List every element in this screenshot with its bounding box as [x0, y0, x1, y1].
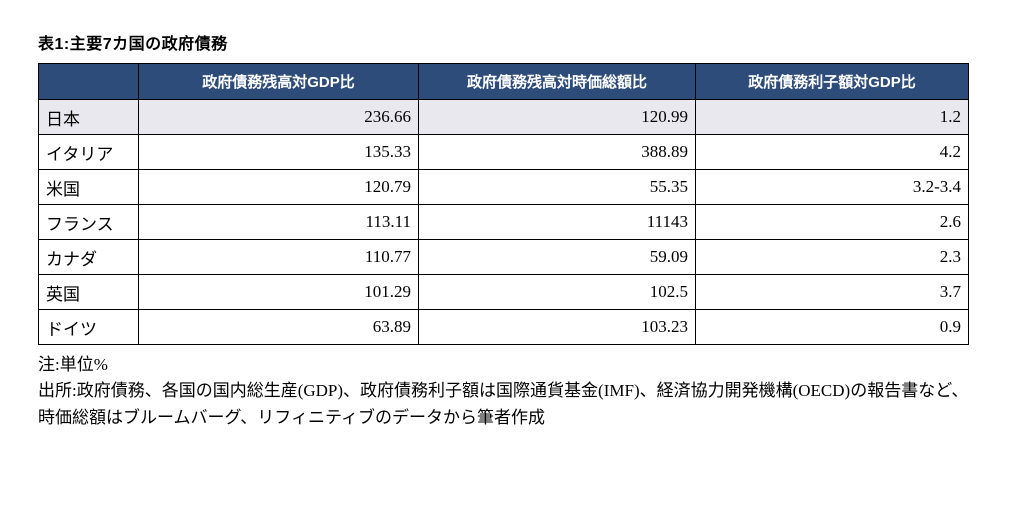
debt-to-market-cap-value: 388.89 [418, 134, 696, 170]
debt-to-market-cap-value: 11143 [418, 204, 696, 240]
debt-to-gdp-value: 236.66 [138, 99, 419, 135]
header-row: 政府債務残高対GDP比 政府債務残高対時価総額比 政府債務利子額対GDP比 [38, 63, 969, 100]
table-row-usa: 米国 120.79 55.35 3.2-3.4 [38, 169, 969, 205]
debt-to-gdp-value: 113.11 [138, 204, 419, 240]
debt-to-gdp-value: 101.29 [138, 274, 419, 310]
country-label: 英国 [38, 274, 139, 310]
interest-to-gdp-value: 2.6 [695, 204, 969, 240]
interest-to-gdp-value: 4.2 [695, 134, 969, 170]
country-label: 米国 [38, 169, 139, 205]
debt-to-market-cap-value: 120.99 [418, 99, 696, 135]
header-debt-to-market-cap: 政府債務残高対時価総額比 [418, 63, 696, 100]
table-row-germany: ドイツ 63.89 103.23 0.9 [38, 309, 969, 345]
country-label: ドイツ [38, 309, 139, 345]
table-row-japan: 日本 236.66 120.99 1.2 [38, 99, 969, 135]
header-interest-to-gdp: 政府債務利子額対GDP比 [695, 63, 969, 100]
debt-to-market-cap-value: 55.35 [418, 169, 696, 205]
table-title: 表1:主要7カ国の政府債務 [38, 36, 228, 53]
header-country [38, 63, 139, 100]
country-label: イタリア [38, 134, 139, 170]
country-label: カナダ [38, 239, 139, 275]
interest-to-gdp-value: 0.9 [695, 309, 969, 345]
government-debt-table: 政府債務残高対GDP比 政府債務残高対時価総額比 政府債務利子額対GDP比 日本… [38, 63, 969, 345]
debt-to-gdp-value: 120.79 [138, 169, 419, 205]
interest-to-gdp-value: 2.3 [695, 239, 969, 275]
country-label: フランス [38, 204, 139, 240]
interest-to-gdp-value: 1.2 [695, 99, 969, 135]
unit-note: 注:単位% [38, 355, 108, 374]
debt-to-market-cap-value: 102.5 [418, 274, 696, 310]
interest-to-gdp-value: 3.7 [695, 274, 969, 310]
header-debt-to-gdp: 政府債務残高対GDP比 [138, 63, 419, 100]
table-row-italy: イタリア 135.33 388.89 4.2 [38, 134, 969, 170]
debt-to-gdp-value: 135.33 [138, 134, 419, 170]
country-label: 日本 [38, 99, 139, 135]
debt-to-market-cap-value: 103.23 [418, 309, 696, 345]
debt-to-gdp-value: 63.89 [138, 309, 419, 345]
debt-to-gdp-value: 110.77 [138, 239, 419, 275]
interest-to-gdp-value: 3.2-3.4 [695, 169, 969, 205]
table-notes: 注:単位% 出所:政府債務、各国の国内総生産(GDP)、政府債務利子額は国際通貨… [38, 352, 973, 431]
debt-to-market-cap-value: 59.09 [418, 239, 696, 275]
table-row-france: フランス 113.11 11143 2.6 [38, 204, 969, 240]
table-row-uk: 英国 101.29 102.5 3.7 [38, 274, 969, 310]
source-note: 出所:政府債務、各国の国内総生産(GDP)、政府債務利子額は国際通貨基金(IMF… [38, 381, 969, 427]
table-row-canada: カナダ 110.77 59.09 2.3 [38, 239, 969, 275]
